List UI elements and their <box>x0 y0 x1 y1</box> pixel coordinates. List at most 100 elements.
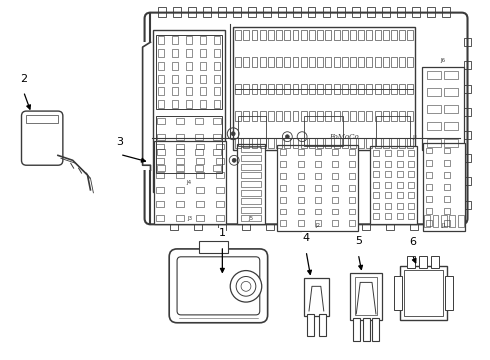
Bar <box>464 85 471 93</box>
Bar <box>293 111 298 121</box>
Bar <box>215 49 220 57</box>
Text: 6: 6 <box>409 237 416 247</box>
Bar <box>349 161 355 167</box>
Bar <box>158 87 164 95</box>
Bar <box>334 57 340 67</box>
Bar <box>385 203 391 209</box>
Bar <box>372 318 379 342</box>
Bar <box>237 144 265 224</box>
Bar <box>244 138 249 148</box>
Bar <box>350 84 356 94</box>
Bar <box>176 144 184 149</box>
Bar <box>373 161 379 167</box>
Bar <box>304 116 343 145</box>
Bar <box>367 84 372 94</box>
Bar <box>352 7 360 17</box>
Bar <box>233 27 416 150</box>
Bar <box>396 193 402 198</box>
Bar <box>276 138 282 148</box>
Bar <box>235 84 241 94</box>
Bar <box>297 149 304 156</box>
Bar <box>276 111 282 121</box>
Bar <box>444 184 450 190</box>
Bar <box>266 224 274 230</box>
Bar <box>350 111 356 121</box>
Bar <box>373 182 379 188</box>
Bar <box>186 100 193 108</box>
Bar <box>172 75 178 82</box>
Bar <box>424 215 430 227</box>
Bar <box>358 84 364 94</box>
Bar <box>301 138 307 148</box>
Bar <box>399 266 447 320</box>
Bar <box>427 71 441 78</box>
Bar <box>176 118 184 124</box>
Text: 2: 2 <box>20 73 27 84</box>
Bar <box>367 138 372 148</box>
FancyBboxPatch shape <box>145 13 467 224</box>
Bar <box>373 213 379 219</box>
Bar <box>444 122 458 130</box>
Bar <box>332 208 338 215</box>
Bar <box>353 318 360 342</box>
Bar <box>280 220 286 226</box>
Bar <box>268 57 274 67</box>
Bar <box>301 57 307 67</box>
Bar <box>215 87 220 95</box>
Bar <box>293 30 298 40</box>
Bar <box>314 224 322 230</box>
Bar <box>195 118 203 124</box>
Bar <box>217 215 224 221</box>
Bar <box>315 185 321 191</box>
Bar <box>309 57 315 67</box>
Bar <box>464 131 471 139</box>
Bar <box>373 171 379 177</box>
Bar <box>194 224 202 230</box>
Bar <box>284 57 290 67</box>
Bar <box>315 161 321 167</box>
Bar <box>235 30 241 40</box>
Bar <box>276 84 282 94</box>
Bar <box>195 134 203 140</box>
Bar <box>363 318 370 342</box>
Bar <box>301 84 307 94</box>
Bar <box>427 105 441 113</box>
Bar <box>304 278 329 316</box>
Bar <box>434 224 442 230</box>
Bar <box>396 213 402 219</box>
Bar <box>297 197 304 203</box>
Bar <box>383 111 389 121</box>
FancyBboxPatch shape <box>22 111 63 165</box>
Bar <box>375 30 381 40</box>
Bar <box>214 134 221 140</box>
Bar <box>251 111 257 121</box>
Bar <box>214 118 221 124</box>
Bar <box>158 75 164 82</box>
Bar <box>200 87 206 95</box>
Bar <box>444 159 450 166</box>
Bar <box>396 171 402 177</box>
Bar <box>307 314 314 336</box>
Bar <box>251 138 257 148</box>
Bar <box>280 197 286 203</box>
Bar <box>308 7 316 17</box>
Bar <box>260 84 266 94</box>
Bar <box>157 165 165 171</box>
Bar <box>244 111 249 121</box>
Bar <box>412 7 420 17</box>
Bar <box>325 84 331 94</box>
Bar <box>158 100 164 108</box>
Bar <box>349 208 355 215</box>
Bar <box>399 138 405 148</box>
Bar <box>301 111 307 121</box>
Bar <box>241 164 261 170</box>
Text: 4: 4 <box>302 233 310 243</box>
Bar <box>200 49 206 57</box>
Bar <box>217 158 224 164</box>
Bar <box>157 118 165 124</box>
Bar <box>433 215 439 227</box>
Circle shape <box>285 135 289 139</box>
Text: J3: J3 <box>187 216 193 221</box>
Bar <box>172 100 178 108</box>
Bar <box>325 57 331 67</box>
